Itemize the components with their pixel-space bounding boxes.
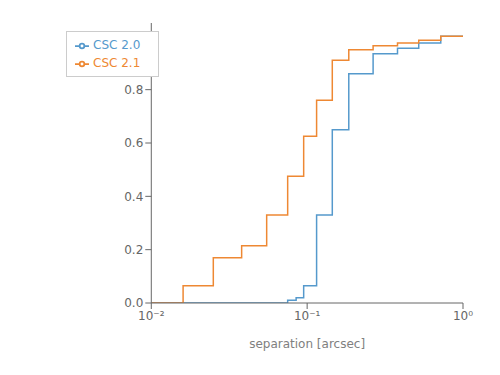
svg-text:10⁻¹: 10⁻¹ (294, 309, 321, 323)
svg-text:0.4: 0.4 (124, 190, 143, 204)
svg-text:0.8: 0.8 (124, 83, 143, 97)
svg-text:1.0: 1.0 (124, 30, 143, 44)
svg-text:separation [arcsec]: separation [arcsec] (249, 337, 365, 351)
svg-text:0.0: 0.0 (124, 296, 143, 310)
svg-text:10⁰: 10⁰ (453, 309, 473, 323)
svg-text:0.6: 0.6 (124, 136, 143, 150)
svg-text:0.2: 0.2 (124, 243, 143, 257)
svg-text:10⁻²: 10⁻² (138, 309, 165, 323)
